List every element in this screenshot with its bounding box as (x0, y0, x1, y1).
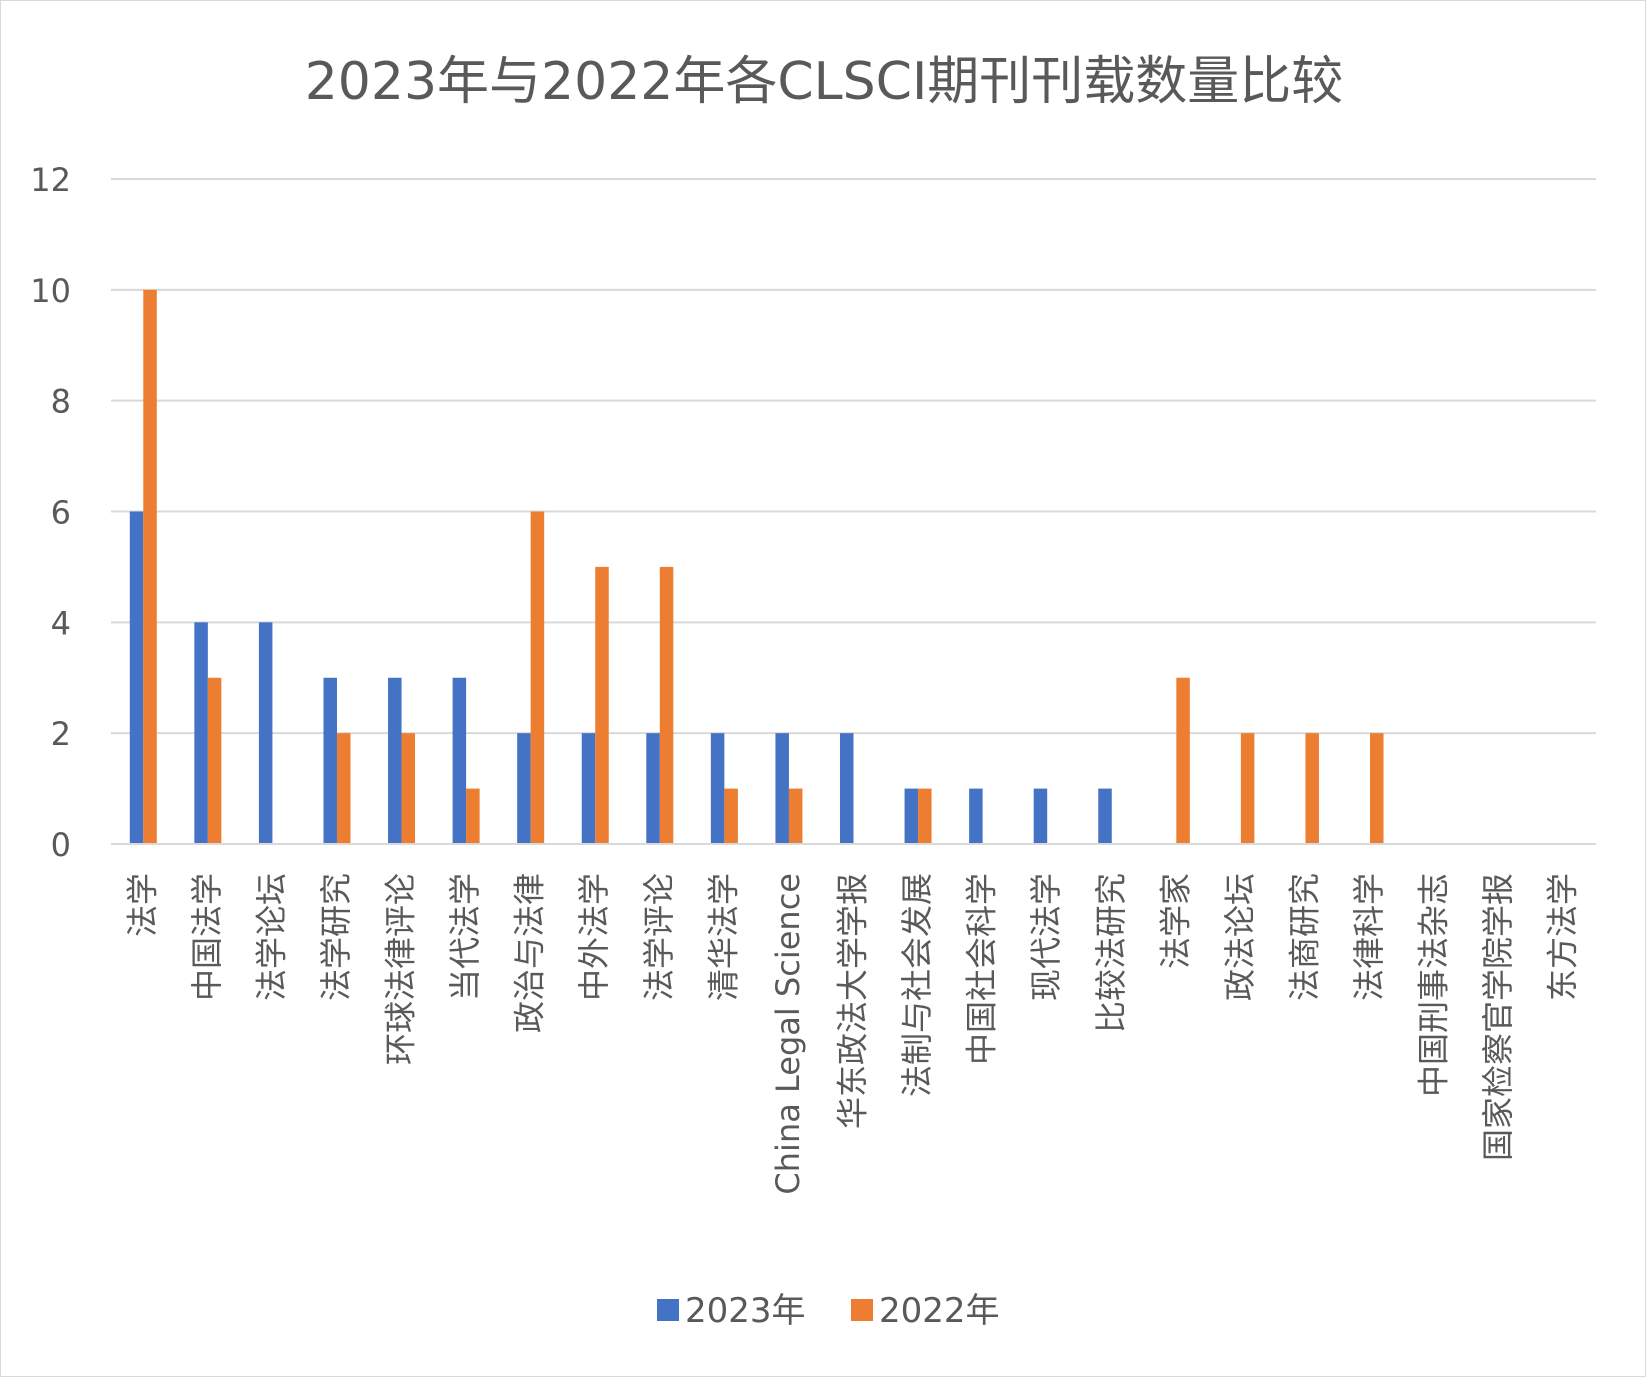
bar-2023 (904, 788, 919, 844)
bar-2022 (466, 788, 480, 844)
bar-2022 (659, 566, 674, 844)
bar-2023 (388, 677, 402, 844)
x-tick-label: 环球法律评论 (382, 873, 420, 1065)
legend-label: 2023年 (685, 1291, 806, 1331)
bar-2022 (336, 733, 351, 844)
bar-2022 (1305, 733, 1319, 844)
x-tick-label: 中国法学 (188, 873, 226, 1001)
x-tick-label: 法律科学 (1350, 873, 1388, 1001)
x-tick-label: 中外法学 (575, 873, 613, 1001)
y-tick-label: 10 (30, 272, 71, 310)
x-tick-label: 法学论坛 (252, 873, 290, 1001)
bar-2022 (1240, 733, 1255, 844)
legend: 2023年 2022年 (657, 1291, 1000, 1331)
bar-2023 (452, 677, 467, 844)
y-tick-label: 8 (51, 383, 71, 421)
bar-2023 (710, 733, 725, 844)
bar-2022 (1176, 677, 1190, 844)
bar-2022 (595, 566, 609, 844)
y-tick-label: 0 (51, 826, 71, 864)
bar-2023 (1033, 788, 1048, 844)
bar-2022 (724, 788, 738, 844)
bar-2022 (918, 788, 932, 844)
x-tick-label: 法商研究 (1285, 873, 1323, 1001)
x-tick-label: China Legal Science (769, 873, 807, 1195)
y-tick-label: 6 (51, 494, 71, 532)
x-tick-label: 法学研究 (317, 873, 355, 1001)
legend-swatch (851, 1299, 873, 1321)
gridlines (111, 178, 1596, 735)
y-axis-ticks: 0 2 4 6 8 10 12 (30, 161, 71, 864)
y-tick-label: 12 (30, 161, 71, 199)
chart-title: 2023年与2022年各CLSCI期刊刊载数量比较 (305, 52, 1344, 112)
x-tick-label: 中国社会科学 (963, 873, 1001, 1065)
y-tick-label: 2 (51, 715, 71, 753)
x-tick-label: 中国刑事法杂志 (1415, 873, 1453, 1097)
x-tick-label: 法学 (123, 873, 161, 937)
x-tick-label: 政治与法律 (511, 873, 549, 1033)
x-axis-labels: 法学 中国法学 法学论坛 法学研究 环球法律评论 当代法学 政治与法律 中外法学 法学评论 清华法… (123, 873, 1581, 1195)
x-tick-label: 法学家 (1156, 873, 1194, 969)
x-tick-label: 清华法学 (704, 873, 742, 1001)
x-tick-label: 法学评论 (640, 873, 678, 1001)
x-tick-label: 当代法学 (446, 873, 484, 1001)
legend-swatch (657, 1299, 679, 1321)
bar-2023 (517, 733, 531, 844)
bar-2023 (646, 733, 660, 844)
bar-2023 (258, 622, 273, 844)
bar-2023 (129, 511, 144, 844)
bar-2022 (143, 289, 157, 844)
legend-label: 2022年 (879, 1291, 1000, 1331)
bar-2023 (840, 733, 854, 844)
bar-2023 (581, 733, 596, 844)
x-tick-label: 法制与社会发展 (898, 873, 936, 1097)
x-tick-label: 比较法研究 (1092, 873, 1130, 1033)
bar-2023 (1098, 788, 1112, 844)
x-tick-label: 东方法学 (1544, 873, 1582, 1001)
x-tick-label: 国家检察官学院学报 (1479, 873, 1517, 1161)
bar-2023 (969, 788, 983, 844)
bar-2023 (775, 733, 789, 844)
bar-2022 (207, 677, 222, 844)
x-tick-label: 现代法学 (1027, 873, 1065, 1001)
bar-2023 (323, 677, 337, 844)
bars (129, 289, 1384, 844)
bar-2023 (194, 622, 208, 844)
bar-2022 (788, 788, 803, 844)
bar-2022 (401, 733, 416, 844)
y-tick-label: 4 (51, 604, 71, 642)
bar-2022 (1370, 733, 1384, 844)
x-tick-label: 华东政法大学学报 (834, 873, 872, 1129)
bar-2022 (530, 511, 545, 844)
x-tick-label: 政法论坛 (1221, 873, 1259, 1001)
